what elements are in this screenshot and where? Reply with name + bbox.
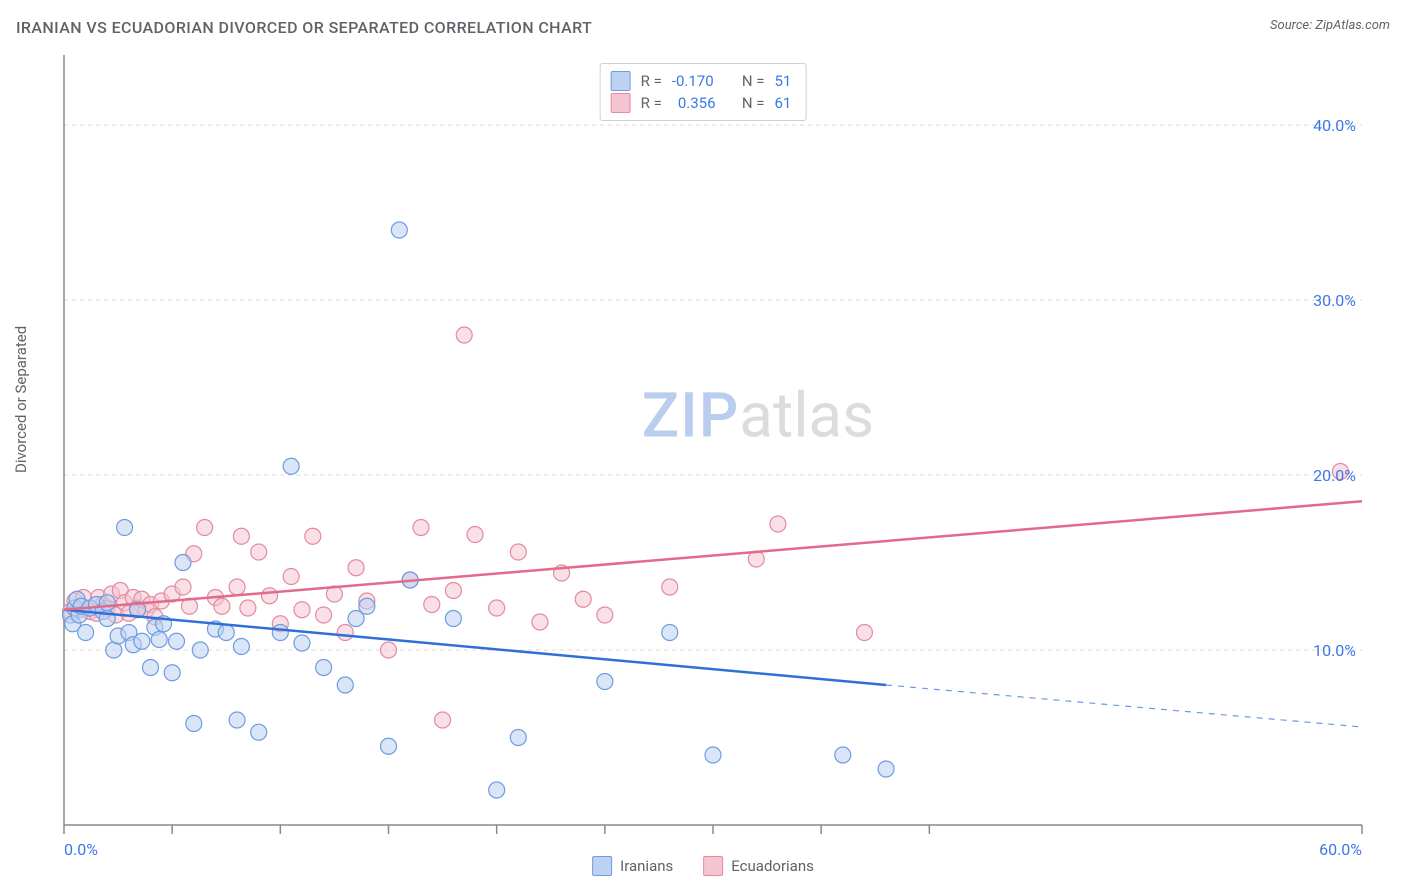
legend-item-ecuadorians: Ecuadorians	[703, 856, 814, 876]
swatch-iranians-icon	[592, 856, 612, 876]
legend-label-iranians: Iranians	[620, 857, 673, 875]
svg-text:0.0%: 0.0%	[64, 840, 98, 859]
y-axis-label: Divorced or Separated	[12, 326, 30, 473]
r-value-ecuadorians: 0.356	[672, 92, 732, 114]
r-label: R =	[641, 92, 662, 114]
swatch-ecuadorians-icon	[611, 93, 631, 113]
r-value-iranians: -0.170	[672, 70, 732, 92]
correlation-row-ecuadorians: R = 0.356 N = 61	[611, 92, 792, 114]
svg-text:20.0%: 20.0%	[1313, 466, 1356, 485]
correlation-row-iranians: R = -0.170 N = 51	[611, 70, 792, 92]
chart-area: Divorced or Separated 10.0%20.0%30.0%40.…	[16, 55, 1390, 876]
svg-text:60.0%: 60.0%	[1319, 840, 1362, 859]
svg-text:40.0%: 40.0%	[1313, 116, 1356, 135]
legend-label-ecuadorians: Ecuadorians	[731, 857, 814, 875]
chart-header: IRANIAN VS ECUADORIAN DIVORCED OR SEPARA…	[16, 18, 1390, 37]
n-value-ecuadorians: 61	[774, 92, 791, 114]
swatch-ecuadorians-icon	[703, 856, 723, 876]
n-label: N =	[742, 92, 765, 114]
n-value-iranians: 51	[774, 70, 791, 92]
r-label: R =	[641, 70, 662, 92]
swatch-iranians-icon	[611, 71, 631, 91]
series-legend: Iranians Ecuadorians	[592, 856, 814, 876]
scatter-chart-svg: 10.0% 20.0% 30.0% 40.0% 0.0% 60.0%	[16, 55, 1390, 875]
chart-title: IRANIAN VS ECUADORIAN DIVORCED OR SEPARA…	[16, 18, 592, 37]
svg-text:10.0%: 10.0%	[1313, 641, 1356, 660]
chart-source: Source: ZipAtlas.com	[1270, 18, 1390, 33]
correlation-legend: R = -0.170 N = 51 R = 0.356 N = 61	[600, 63, 807, 121]
legend-item-iranians: Iranians	[592, 856, 673, 876]
n-label: N =	[742, 70, 765, 92]
svg-text:30.0%: 30.0%	[1313, 291, 1356, 310]
